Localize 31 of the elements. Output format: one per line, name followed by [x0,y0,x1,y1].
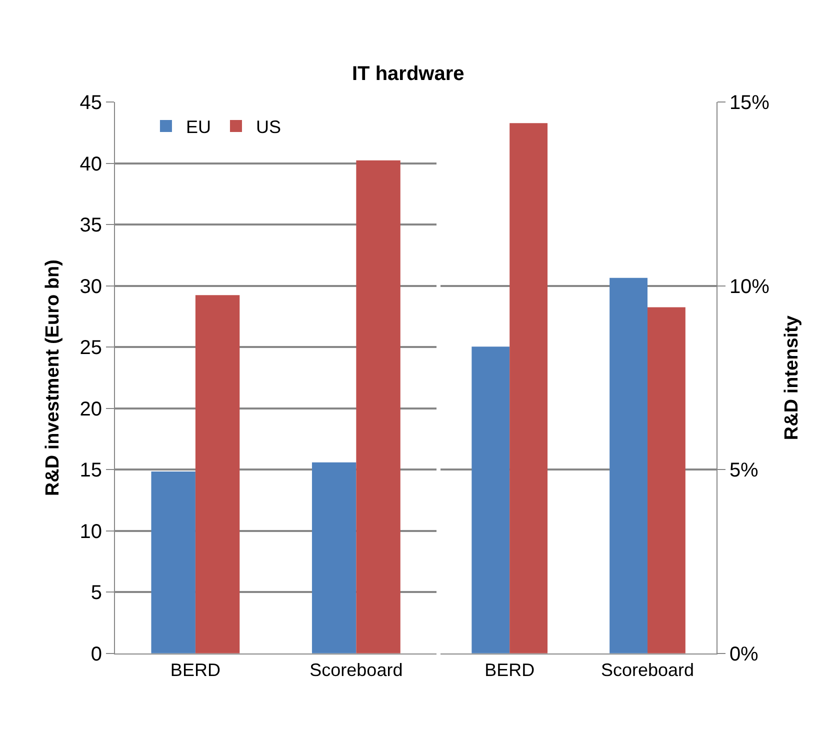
x-tick-label: BERD [484,660,535,680]
y-tick-label: 5% [729,460,759,482]
y-tick-label: 15 [80,460,102,482]
y-tick-label: 10% [729,276,770,298]
bar [356,160,400,654]
x-tick-label: Scoreboard [600,660,694,680]
y-axis-title: R&D intensity [781,315,802,440]
y-tick-label: 25 [80,337,102,360]
y-tick-label: 20 [80,398,102,420]
legend-label: EU [186,116,211,137]
y-tick-label: 40 [80,153,102,176]
bar [510,123,548,654]
bar [472,346,510,654]
legend-label: US [256,116,281,137]
y-tick-label: 30 [80,276,102,298]
bar [151,472,196,654]
y-axis-title: R&D investment (Euro bn) [42,260,64,496]
y-tick-label: 0 [90,643,102,666]
chart-title: IT hardware [352,63,464,85]
bar [648,307,686,654]
y-tick-label: 15% [729,92,770,114]
y-tick-label: 35 [80,214,102,237]
bar [312,462,356,654]
y-tick-label: 5 [90,582,102,604]
bar [195,295,240,654]
y-tick-label: 45 [80,92,102,114]
y-tick-label: 0% [729,643,759,666]
x-tick-label: Scoreboard [310,660,403,680]
y-tick-label: 10 [80,520,102,543]
x-tick-label: BERD [170,660,220,680]
bar [610,278,648,654]
